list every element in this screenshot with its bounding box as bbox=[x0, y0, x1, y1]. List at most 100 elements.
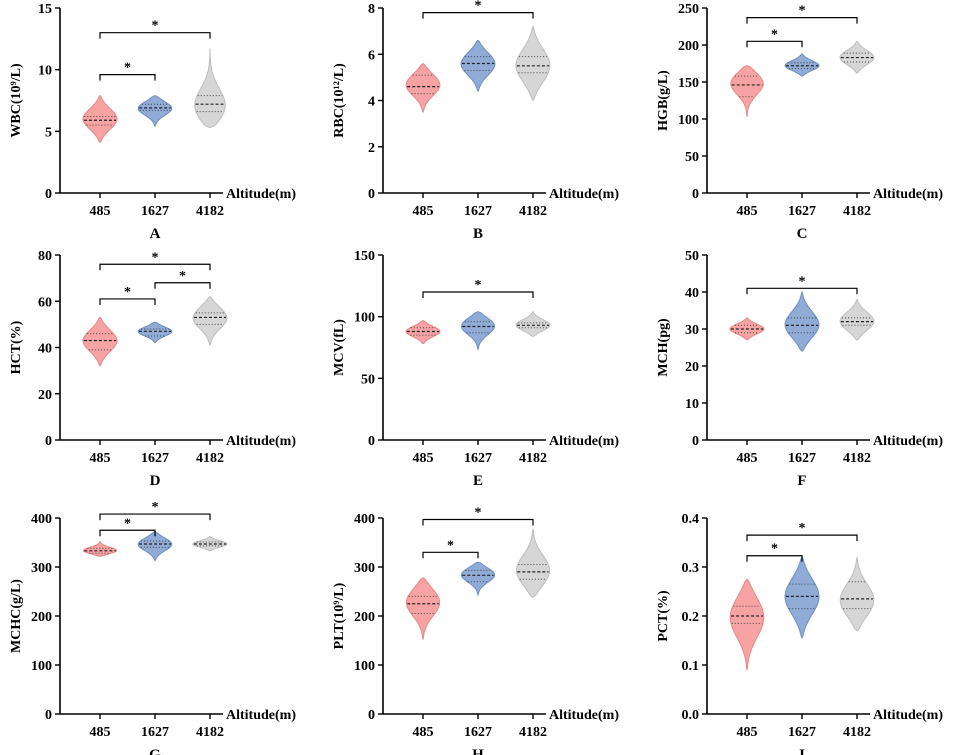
panel-i: 0.0 0.1 0.2 0.3 0.4 PCT(%) Altitude(m) 485 1627 4… bbox=[656, 512, 943, 755]
y-tick-label: 0 bbox=[368, 187, 375, 202]
y-tick-label: 6 bbox=[368, 48, 375, 63]
x-tick-label: 1627 bbox=[788, 451, 816, 466]
violin-4182 bbox=[839, 557, 875, 632]
y-tick-label: 20 bbox=[38, 388, 52, 403]
panel-g: 0 100 200 300 400 MCHC(g/L) Altitude(m) 485 1627… bbox=[9, 500, 296, 755]
panel-letter: B bbox=[473, 226, 483, 242]
y-tick-label: 0 bbox=[45, 434, 52, 449]
panel-letter: H bbox=[472, 747, 484, 755]
y-tick-label: 400 bbox=[31, 512, 52, 527]
significance-bracket bbox=[746, 40, 803, 48]
x-tick-label: 485 bbox=[413, 451, 434, 466]
y-tick-label: 50 bbox=[685, 150, 699, 165]
y-tick-label: 40 bbox=[685, 286, 699, 301]
panel-h: 0 100 200 300 400 PLT(10⁹/L) Altitude(m) 485 162… bbox=[332, 505, 619, 755]
violin-1627 bbox=[460, 311, 496, 351]
significance-bracket bbox=[154, 282, 211, 289]
x-tick-label: 1627 bbox=[141, 204, 169, 219]
y-axis-title: HCT(%) bbox=[9, 320, 24, 374]
significance-bracket bbox=[99, 74, 156, 81]
x-tick-label: 1627 bbox=[464, 204, 492, 219]
y-tick-label: 0 bbox=[368, 434, 375, 449]
panel-letter: F bbox=[797, 473, 806, 489]
violin-4182 bbox=[515, 310, 551, 337]
significance-bracket bbox=[99, 263, 211, 271]
violin-1627 bbox=[784, 53, 820, 77]
panel-a: 0 5 10 15 WBC(10⁹/L) Altitude(m) 485 1627 4182 A *… bbox=[9, 2, 296, 242]
significance-bracket bbox=[746, 287, 858, 295]
y-axis-title: PLT(10⁹/L) bbox=[332, 582, 347, 649]
violin-4182 bbox=[515, 528, 551, 599]
significance-star: * bbox=[124, 61, 131, 76]
x-tick-label: 4182 bbox=[196, 451, 224, 466]
y-tick-label: 100 bbox=[31, 659, 52, 674]
significance-star: * bbox=[771, 27, 778, 42]
x-tick-label: 1627 bbox=[788, 204, 816, 219]
y-tick-label: 400 bbox=[354, 512, 375, 527]
x-axis-title: Altitude(m) bbox=[226, 187, 296, 202]
x-axis-title: Altitude(m) bbox=[549, 434, 619, 449]
significance-bracket bbox=[422, 291, 534, 298]
y-tick-label: 100 bbox=[354, 659, 375, 674]
x-tick-label: 4182 bbox=[519, 725, 547, 740]
x-tick-label: 485 bbox=[90, 451, 111, 466]
panel-e: 0 50 100 150 MCV(fL) Altitude(m) 485 1627 4182 E * bbox=[332, 249, 619, 489]
y-axis-title: HGB(g/L) bbox=[656, 70, 671, 131]
y-tick-label: 200 bbox=[31, 610, 52, 625]
y-tick-label: 10 bbox=[38, 64, 52, 79]
y-tick-label: 40 bbox=[38, 342, 52, 357]
panel-letter: C bbox=[797, 226, 808, 242]
x-axis-title: Altitude(m) bbox=[226, 708, 296, 723]
violin-1627 bbox=[137, 321, 173, 344]
y-tick-label: 15 bbox=[38, 2, 52, 17]
significance-star: * bbox=[475, 0, 482, 14]
y-tick-label: 50 bbox=[361, 372, 375, 387]
y-axis-title: MCV(fL) bbox=[332, 319, 347, 376]
x-axis-title: Altitude(m) bbox=[873, 708, 943, 723]
x-axis-title: Altitude(m) bbox=[226, 434, 296, 449]
x-tick-label: 1627 bbox=[141, 451, 169, 466]
violin-1627 bbox=[784, 290, 820, 352]
significance-bracket bbox=[746, 534, 858, 542]
panel-letter: D bbox=[150, 473, 161, 489]
violin-485 bbox=[405, 62, 441, 114]
violin-485 bbox=[405, 319, 441, 345]
violin-485 bbox=[82, 316, 118, 367]
y-tick-label: 200 bbox=[354, 610, 375, 625]
y-tick-label: 0.2 bbox=[682, 610, 700, 625]
y-tick-label: 80 bbox=[38, 249, 52, 264]
violin-1627 bbox=[460, 561, 496, 597]
x-tick-label: 4182 bbox=[519, 204, 547, 219]
significance-star: * bbox=[771, 542, 778, 557]
significance-star: * bbox=[475, 278, 482, 293]
panel-letter: G bbox=[149, 747, 161, 755]
y-axis-title: WBC(10⁹/L) bbox=[9, 63, 24, 138]
x-tick-label: 1627 bbox=[464, 725, 492, 740]
y-tick-label: 2 bbox=[368, 141, 375, 156]
violin-1627 bbox=[460, 39, 496, 93]
significance-bracket bbox=[422, 518, 534, 526]
significance-star: * bbox=[179, 269, 186, 284]
y-tick-label: 150 bbox=[678, 76, 699, 91]
y-tick-label: 5 bbox=[45, 125, 52, 140]
y-tick-label: 60 bbox=[38, 295, 52, 310]
x-tick-label: 4182 bbox=[519, 451, 547, 466]
y-tick-label: 20 bbox=[685, 360, 699, 375]
significance-star: * bbox=[799, 4, 806, 19]
x-tick-label: 485 bbox=[737, 725, 758, 740]
significance-star: * bbox=[152, 500, 159, 515]
x-axis-title: Altitude(m) bbox=[549, 187, 619, 202]
y-axis-title: RBC(10¹²/L) bbox=[332, 63, 347, 138]
violin-485 bbox=[730, 65, 764, 117]
significance-star: * bbox=[447, 538, 454, 553]
x-tick-label: 4182 bbox=[196, 204, 224, 219]
y-tick-label: 0 bbox=[45, 708, 52, 723]
violin-4182 bbox=[194, 48, 226, 129]
x-tick-label: 485 bbox=[413, 725, 434, 740]
y-tick-label: 150 bbox=[354, 249, 375, 264]
x-axis-title: Altitude(m) bbox=[549, 708, 619, 723]
y-tick-label: 0.4 bbox=[682, 512, 700, 527]
significance-bracket bbox=[422, 12, 534, 19]
panel-c: 0 50 100 150 200 250 HGB(g/L) Altitude(m) 485 162… bbox=[656, 2, 943, 242]
